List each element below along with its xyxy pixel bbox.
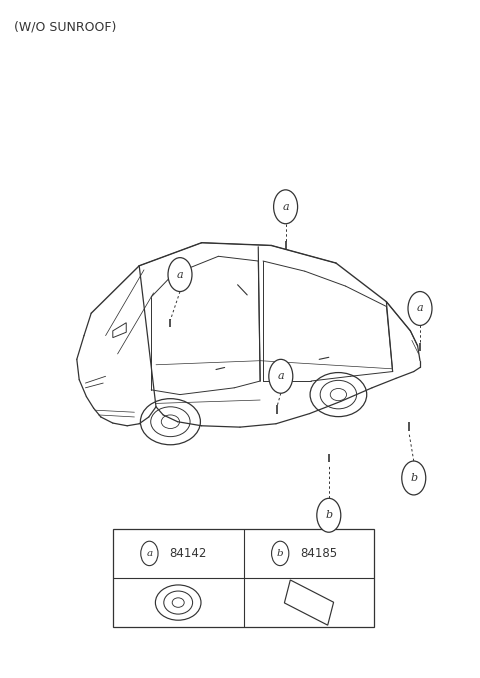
Circle shape bbox=[269, 359, 293, 393]
Circle shape bbox=[168, 258, 192, 292]
Text: b: b bbox=[325, 511, 332, 520]
Text: 84142: 84142 bbox=[169, 547, 206, 560]
Circle shape bbox=[402, 461, 426, 495]
Text: a: a bbox=[277, 372, 284, 381]
Circle shape bbox=[141, 541, 158, 565]
Text: b: b bbox=[410, 473, 417, 483]
Text: a: a bbox=[177, 270, 183, 279]
Bar bbox=[113, 529, 374, 627]
Circle shape bbox=[272, 541, 289, 565]
Text: a: a bbox=[282, 202, 289, 212]
Text: a: a bbox=[146, 549, 153, 558]
Text: 84185: 84185 bbox=[300, 547, 337, 560]
Text: a: a bbox=[417, 304, 423, 313]
Circle shape bbox=[317, 498, 341, 532]
Text: (W/O SUNROOF): (W/O SUNROOF) bbox=[14, 20, 117, 33]
Circle shape bbox=[274, 190, 298, 224]
Text: b: b bbox=[277, 549, 284, 558]
Circle shape bbox=[408, 292, 432, 325]
